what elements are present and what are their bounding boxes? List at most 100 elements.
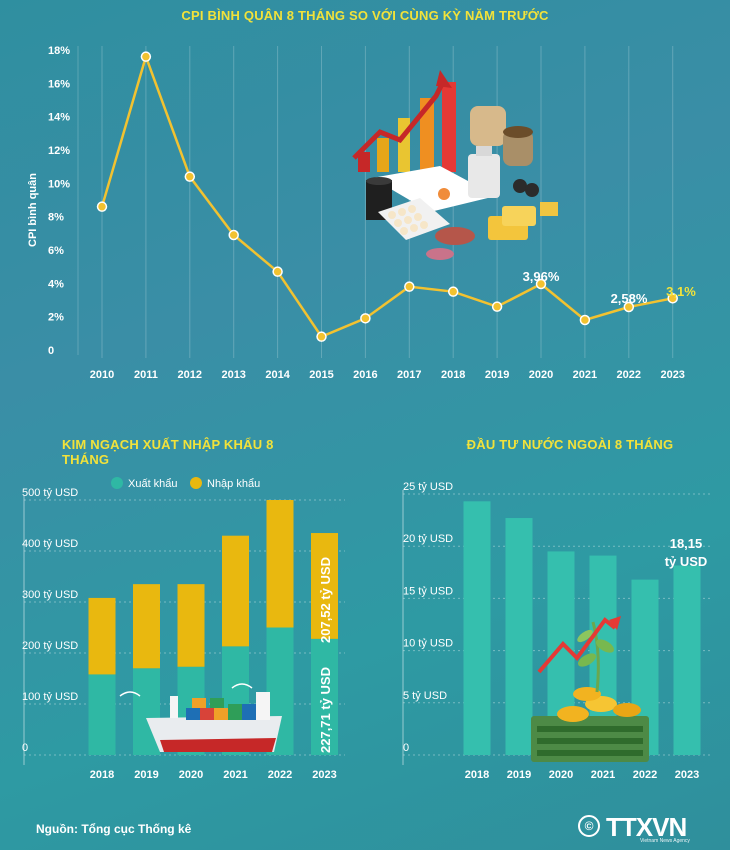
trade-xtick-label: 2021 — [223, 769, 247, 781]
cpi-point-2020 — [535, 278, 547, 290]
fdi-xtick-label: 2022 — [633, 769, 657, 781]
trade-ytick-label: 0 — [22, 742, 28, 754]
trade-label-export-2023: 227,71 tỷ USD — [318, 667, 333, 753]
cpi-point-2023 — [667, 293, 678, 304]
trade-xtick-label: 2019 — [134, 769, 158, 781]
cpi-annotation-2020: 3,96% — [523, 269, 560, 284]
cpi-point-2019 — [491, 301, 503, 312]
fdi-xtick-label: 2021 — [591, 769, 615, 781]
cpi-ytick-label: 14% — [48, 112, 70, 124]
cpi-ytick-label: 12% — [48, 145, 70, 157]
cpi-xtick-label: 2017 — [397, 369, 421, 381]
cpi-ytick-label: 0 — [48, 345, 54, 357]
fdi-ytick-label: 10 tỷ USD — [403, 638, 453, 650]
cpi-point-2021 — [579, 314, 591, 326]
ttxvn-logo: © TTXVN Vietnam News Agency — [576, 812, 706, 846]
copyright-icon: © — [578, 815, 600, 837]
legend-export-swatch — [111, 477, 123, 489]
cpi-ytick-label: 4% — [48, 278, 64, 290]
fdi-xtick-label: 2020 — [549, 769, 573, 781]
cpi-xtick-label: 2020 — [529, 369, 553, 381]
cpi-xtick-label: 2019 — [485, 369, 509, 381]
trade-bar-import-2019 — [133, 584, 160, 669]
fdi-ytick-label: 20 tỷ USD — [403, 533, 453, 545]
cpi-series-line — [100, 52, 673, 339]
trade-bar-chart: Xuất khẩu Nhập khẩu 0 100 tỷ USD 200 tỷ US… — [22, 477, 345, 781]
cpi-point-2016 — [360, 313, 371, 324]
cpi-xtick-label: 2014 — [265, 369, 290, 381]
brand-subtitle: Vietnam News Agency — [640, 838, 690, 844]
cpi-ytick-label: 6% — [48, 245, 64, 257]
fdi-bar-2023 — [673, 565, 701, 755]
cpi-annotation-2022: 2,58% — [611, 291, 648, 306]
trade-chart-title: KIM NGẠCH XUẤT NHẬP KHẨU 8 THÁNG — [62, 437, 274, 467]
trade-xtick-label: 2018 — [90, 769, 114, 781]
trade-bar-export-2018 — [88, 674, 116, 755]
trade-bar-import-2018 — [88, 597, 116, 675]
cpi-xtick-label: 2018 — [441, 369, 465, 381]
cpi-ylabel: CPI bình quân — [27, 173, 39, 247]
fdi-xtick-label: 2018 — [465, 769, 489, 781]
cpi-point-2011 — [140, 51, 152, 62]
legend-export-label: Xuất khẩu — [128, 478, 178, 490]
cpi-xtick-label: 2023 — [660, 369, 684, 381]
legend-import-swatch — [190, 477, 202, 489]
fdi-ytick-label: 5 tỷ USD — [403, 690, 447, 702]
trade-ytick-label: 400 tỷ USD — [22, 538, 78, 550]
trade-legend: Xuất khẩu Nhập khẩu — [111, 477, 260, 490]
fdi-xtick-label: 2023 — [675, 769, 699, 781]
cpi-xtick-label: 2015 — [309, 369, 333, 381]
cpi-point-2015 — [316, 331, 327, 342]
fdi-ytick-label: 15 tỷ USD — [403, 585, 453, 597]
trade-ytick-label: 100 tỷ USD — [22, 691, 78, 703]
fdi-label-2023-value: 18,15 — [670, 536, 703, 551]
cpi-ytick-label: 18% — [48, 45, 70, 57]
cpi-point-2014 — [272, 266, 283, 277]
trade-bar-import-2020 — [177, 584, 205, 667]
fdi-ytick-label: 25 tỷ USD — [403, 481, 453, 493]
fdi-xtick-label: 2019 — [507, 769, 531, 781]
source-note: Nguồn: Tổng cục Thống kê — [36, 822, 192, 836]
cpi-line-chart: CPI bình quân 0 2% 4% 6% 8% 10% 12% 14% 16% 18% — [27, 45, 696, 381]
cpi-point-2012 — [184, 171, 196, 182]
cpi-ytick-label: 16% — [48, 78, 70, 90]
cpi-ytick-label: 2% — [48, 312, 64, 324]
trade-label-import-2023: 207,52 tỷ USD — [318, 557, 333, 643]
cpi-xtick-label: 2016 — [353, 369, 377, 381]
legend-import-label: Nhập khẩu — [207, 478, 260, 490]
cpi-xtick-label: 2011 — [134, 369, 158, 381]
trade-bar-import-2022 — [266, 500, 294, 628]
cpi-point-2018 — [447, 286, 459, 297]
fdi-bar-2018 — [463, 501, 491, 755]
trade-ytick-label: 200 tỷ USD — [22, 640, 78, 652]
fdi-bar-chart: 0 5 tỷ USD 10 tỷ USD 15 tỷ USD 20 tỷ USD 25 t… — [402, 481, 710, 781]
trade-ytick-label: 300 tỷ USD — [22, 589, 78, 601]
cpi-annotation-2023: 3,1% — [666, 284, 696, 299]
cpi-chart-title: CPI BÌNH QUÂN 8 THÁNG SO VỚI CÙNG KỲ NĂM… — [181, 8, 549, 23]
cpi-point-2017 — [404, 281, 415, 292]
trade-xtick-label: 2022 — [268, 769, 292, 781]
trade-ytick-label: 500 tỷ USD — [22, 487, 78, 499]
fdi-label-2023-unit: tỷ USD — [665, 554, 708, 569]
cpi-xtick-label: 2022 — [617, 369, 641, 381]
cpi-ytick-label: 10% — [48, 178, 70, 190]
cpi-point-2013 — [228, 229, 239, 241]
trade-bar-import-2021 — [222, 535, 249, 647]
cpi-illustration — [352, 70, 558, 260]
cpi-xtick-label: 2010 — [90, 369, 114, 381]
trade-bar-import-2023 — [311, 533, 338, 639]
cpi-point-2010 — [96, 201, 108, 212]
trade-bar-export-2023 — [311, 638, 338, 755]
money-growth-illustration — [531, 616, 649, 762]
cpi-point-2022 — [623, 301, 635, 313]
fdi-ytick-label: 0 — [403, 742, 409, 754]
cpi-xtick-label: 2021 — [573, 369, 597, 381]
cpi-ytick-label: 8% — [48, 212, 64, 224]
trade-xtick-label: 2023 — [312, 769, 336, 781]
cpi-xtick-label: 2013 — [221, 369, 245, 381]
cargo-ship-illustration — [119, 683, 282, 752]
fdi-bar-2019 — [505, 518, 533, 755]
brand-name: TTXVN — [606, 812, 687, 842]
fdi-chart-title: ĐẦU TƯ NƯỚC NGOÀI 8 THÁNG — [466, 437, 674, 452]
cpi-xtick-label: 2012 — [178, 369, 202, 381]
